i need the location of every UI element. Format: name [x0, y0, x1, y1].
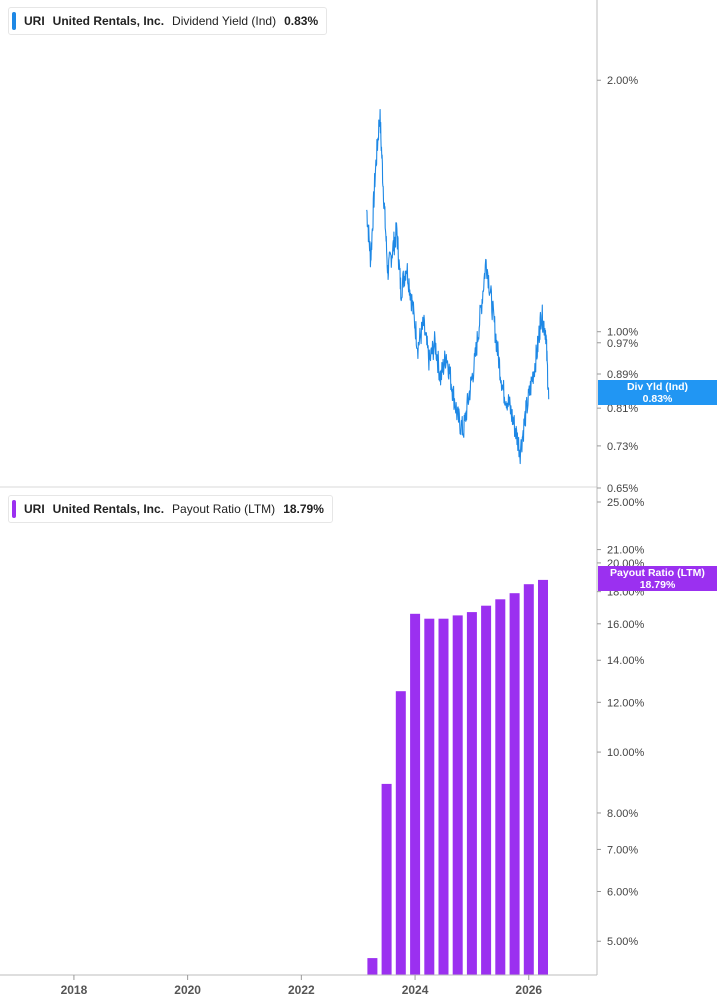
y-tick-label: 2.00%: [607, 75, 638, 87]
legend-ticker: URI: [24, 14, 45, 28]
dividend-yield-legend: URI United Rentals, Inc. Dividend Yield …: [8, 7, 328, 35]
payout-ratio-bar: [481, 605, 492, 975]
payout-ratio-bar: [424, 618, 435, 975]
y-tick-label: 0.65%: [607, 483, 638, 495]
legend-value: 18.79%: [283, 502, 324, 516]
legend-value: 0.83%: [284, 14, 319, 28]
x-tick-label: 2022: [288, 983, 315, 997]
payout-ratio-bar: [452, 615, 463, 975]
payout-ratio-legend: URI United Rentals, Inc. Payout Ratio (L…: [8, 495, 333, 523]
dividend-yield-line: [366, 108, 550, 465]
legend-ticker: URI: [24, 502, 45, 516]
y-tick-label: 25.00%: [607, 497, 645, 509]
y-tick-label: 21.00%: [607, 545, 645, 557]
tag-value: 0.83%: [642, 392, 673, 405]
y-tick-label: 0.97%: [607, 338, 638, 350]
dividend-yield-swatch: [12, 12, 16, 30]
y-tick-label: 0.89%: [607, 369, 638, 381]
payout-ratio-bar: [538, 579, 548, 975]
payout-ratio-bar: [509, 593, 520, 975]
payout-ratio-price-tag: Payout Ratio (LTM) 18.79%: [598, 566, 717, 591]
tag-label: Payout Ratio (LTM): [610, 566, 705, 579]
payout-ratio-bar: [438, 618, 449, 975]
y-tick-label: 14.00%: [607, 655, 645, 667]
payout-ratio-bar: [395, 691, 406, 975]
payout-ratio-bar: [495, 599, 506, 975]
y-tick-label: 0.73%: [607, 441, 638, 453]
legend-company: United Rentals, Inc.: [52, 502, 165, 516]
payout-ratio-bar: [523, 584, 534, 975]
y-tick-label: 1.00%: [607, 327, 638, 339]
payout-ratio-bar: [367, 958, 378, 975]
x-tick-label: 2018: [61, 983, 88, 997]
x-tick-label: 2026: [515, 983, 542, 997]
dividend-yield-price-tag: Div Yld (Ind) 0.83%: [598, 380, 717, 405]
payout-ratio-panel: [367, 579, 548, 975]
y-tick-label: 6.00%: [607, 886, 638, 898]
payout-ratio-bar: [410, 613, 421, 975]
y-tick-label: 0.81%: [607, 403, 638, 415]
y-tick-label: 10.00%: [607, 747, 645, 759]
payout-ratio-swatch: [12, 500, 16, 518]
x-tick-label: 2020: [174, 983, 201, 997]
y-tick-label: 7.00%: [607, 844, 638, 856]
legend-metric: Dividend Yield (Ind): [172, 14, 277, 28]
x-tick-label: 2024: [402, 983, 429, 997]
y-tick-label: 8.00%: [607, 808, 638, 820]
payout-ratio-bar: [381, 783, 392, 975]
payout-ratio-bar: [466, 612, 477, 975]
legend-company: United Rentals, Inc.: [52, 14, 165, 28]
dividend-yield-panel: [366, 108, 550, 465]
tag-label: Div Yld (Ind): [626, 380, 689, 393]
y-tick-label: 5.00%: [607, 936, 638, 948]
y-tick-label: 12.00%: [607, 697, 645, 709]
y-tick-label: 16.00%: [607, 619, 645, 631]
tag-value: 18.79%: [639, 578, 676, 591]
legend-metric: Payout Ratio (LTM): [172, 502, 276, 516]
